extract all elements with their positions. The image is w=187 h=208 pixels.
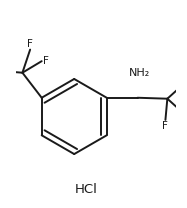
Text: F: F [43, 56, 48, 66]
Text: F: F [163, 121, 168, 131]
Text: HCl: HCl [74, 183, 97, 196]
Text: NH₂: NH₂ [129, 68, 150, 78]
Text: F: F [27, 39, 33, 49]
